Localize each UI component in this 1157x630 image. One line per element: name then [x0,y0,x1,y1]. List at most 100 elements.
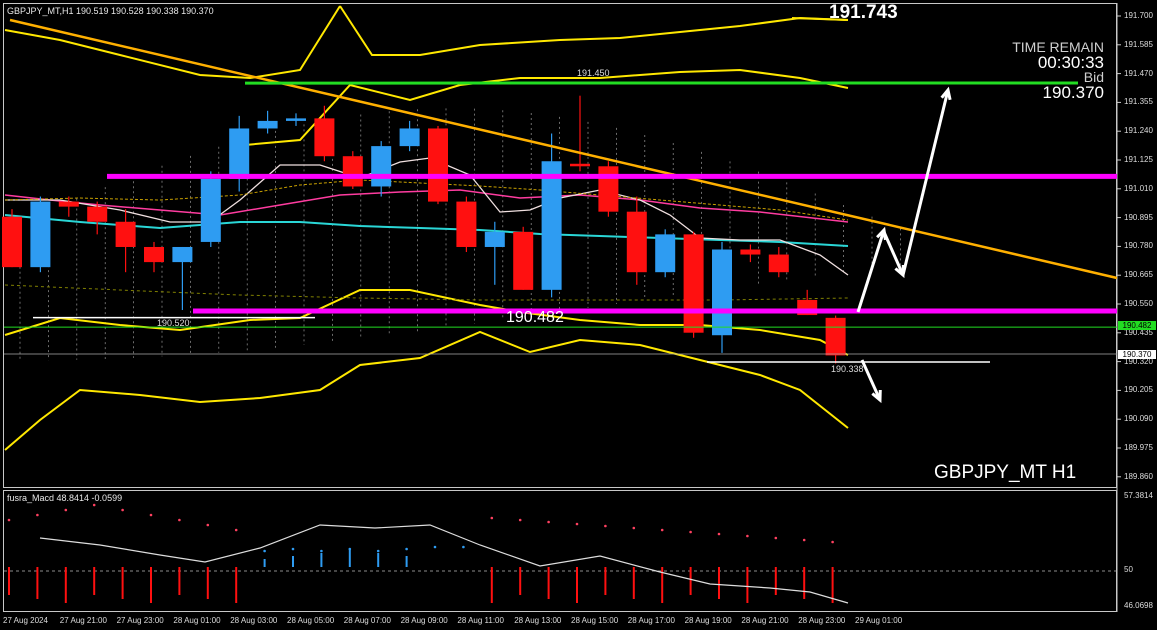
price-axis-tick: 190.895 [1124,212,1153,222]
projection-arrow-up-2-head [940,86,952,101]
macd-dot [121,508,124,512]
macd-axis-tick: 50 [1124,565,1133,574]
candle-body [513,231,534,290]
macd-dot [348,547,352,551]
candle-body [200,178,221,242]
price-axis-tick: 191.125 [1124,155,1153,164]
candle-body [768,254,789,273]
macd-signal-line [39,524,849,604]
bollinger-lower [4,330,849,451]
price-tag-bid: 190.370 [1118,350,1156,359]
time-axis-tick: 28 Aug 03:00 [230,616,278,625]
price-axis-tick: 191.355 [1124,97,1153,107]
macd-dot [746,534,749,538]
candle-body [541,161,562,290]
candle-body [87,206,108,222]
candle-body [428,128,448,202]
price-axis-tick: 190.090 [1124,414,1153,424]
candle-body [115,221,136,247]
level-label-center: 190.482 [506,309,564,326]
price-axis-tick: 190.780 [1124,241,1153,251]
time-remain-value: 00:30:33 [1037,53,1104,72]
level-label-low: 190.338 [831,364,864,374]
level-label-green: 191.450 [577,68,610,78]
macd-dot [632,526,636,530]
candle-body [712,249,732,336]
macd-dot [660,528,664,532]
macd-dot [518,518,522,522]
time-axis-tick: 29 Aug 01:00 [855,616,903,625]
macd-dot [263,549,266,553]
macd-label: fusra_Macd 48.8414 -0.0599 [7,493,123,503]
macd-dot [831,540,834,544]
macd-dot [405,547,408,551]
candle-body [229,128,250,179]
time-axis-tick: 28 Aug 05:00 [287,616,335,625]
candle-body [683,234,704,333]
macd-dot [7,518,11,522]
time-axis-tick: 27 Aug 23:00 [116,616,164,625]
price-axis-tick: 191.585 [1124,39,1153,49]
candle-body [570,163,590,167]
macd-dot [376,549,380,553]
macd-dot [92,503,96,507]
price-axis-tick: 191.700 [1124,11,1153,20]
level-label-left: 190.520 [157,318,190,328]
ma-olive [4,179,849,221]
macd-dot [802,538,806,542]
candle-body [371,146,392,187]
macd-dot [291,547,295,551]
candle-body [598,166,619,212]
bid-value: 190.370 [1042,83,1104,102]
macd-dot [320,549,323,553]
candle-body [286,118,306,121]
macd-dot [433,545,437,549]
macd-dot [462,545,465,549]
bollinger-upper-inner [244,68,849,146]
top-price-label: 191.743 [829,2,898,23]
symbol-label: GBPJPY_MT H1 [934,462,1077,483]
macd-panel-border [3,490,1117,612]
time-remain-block: TIME REMAIN 00:30:33 Bid 190.370 [1012,39,1104,102]
candle-body [342,156,363,187]
projection-arrow-up-2 [901,89,950,276]
time-axis-tick: 27 Aug 21:00 [59,616,107,625]
time-axis-tick: 28 Aug 19:00 [684,616,732,625]
projection-arrow-drop-head [871,389,882,404]
macd-dot [717,532,721,536]
ma-dotted [4,284,849,301]
candle-body [172,246,193,263]
time-axis-tick: 28 Aug 07:00 [343,616,391,625]
projection-arrow-drop [860,359,882,401]
macd-dot [206,523,210,527]
time-axis-tick: 28 Aug 21:00 [741,616,789,625]
ma-cyan [4,214,849,247]
yellow-cap-line [791,17,849,21]
candle-body [626,211,647,273]
macd-dot [234,528,238,532]
candle-body [456,201,477,247]
time-axis-tick: 28 Aug 11:00 [457,616,504,625]
macd-dot [604,524,607,528]
macd-dot [547,520,550,524]
macd-dot [689,530,692,534]
macd-axis-tick: 57.3814 [1124,491,1153,500]
time-remain-label: TIME REMAIN [1012,39,1104,55]
bollinger-upper-left [4,5,341,80]
candle-body [144,246,164,263]
price-axis-tick: 189.975 [1124,443,1153,452]
candle-body [399,128,420,147]
candle-body [825,317,846,356]
price-axis-tick: 190.205 [1124,385,1153,395]
candle-body [58,201,79,207]
candle-body [257,120,278,129]
candle-body [655,234,676,273]
projection-arrow-up-1 [856,229,886,313]
macd-dot [774,536,778,540]
macd-dot [490,516,494,520]
macd-dot [149,513,153,517]
price-axis-tick: 191.010 [1124,183,1153,193]
macd-dot [64,508,68,512]
